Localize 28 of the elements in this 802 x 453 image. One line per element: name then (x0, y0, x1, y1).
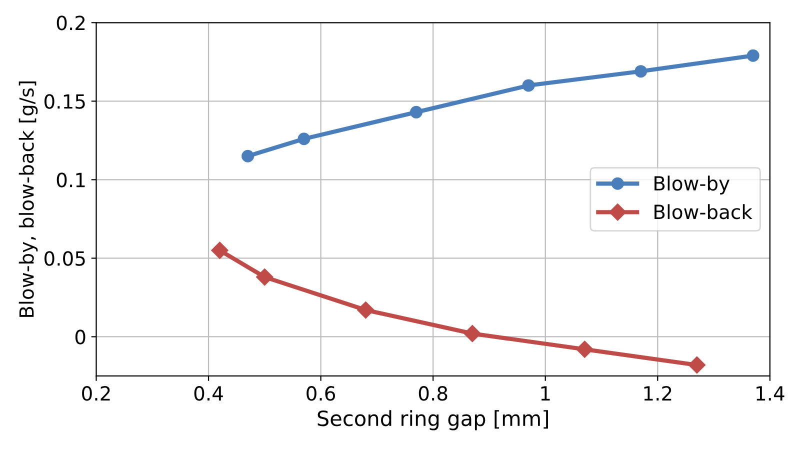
point (242, 150, 254, 162)
point (357, 301, 374, 319)
point (634, 65, 648, 78)
x-tick-label: 1.4 (756, 386, 784, 400)
y-tick-label: 0.2 (56, 16, 85, 30)
point (522, 79, 535, 92)
y-axis-title: Blow-by, blow-back [g/s] (18, 82, 38, 317)
x-tick-label: 0.4 (194, 386, 223, 401)
x-tick-label: 0.6 (306, 386, 336, 401)
point (746, 49, 760, 62)
x-tick-label: 1.2 (644, 386, 672, 400)
legend-label: Blow-by (654, 176, 730, 194)
legend-label: Blow-back (654, 204, 752, 220)
point (688, 356, 706, 374)
point (464, 325, 481, 342)
y-tick-label: 0.15 (44, 94, 85, 109)
point (211, 242, 228, 259)
point (576, 340, 594, 358)
x-axis-title: Second ring gap [mm] (318, 410, 548, 430)
y-tick-label: 0.05 (44, 251, 85, 266)
x-tick-label: 0.8 (418, 386, 448, 401)
point (256, 268, 274, 286)
point (298, 132, 310, 146)
point (410, 106, 422, 118)
y-tick-label: 0 (75, 330, 86, 344)
x-tick-label: 1 (541, 386, 550, 400)
y-tick-label: 0.1 (56, 172, 85, 188)
x-tick-label: 0.2 (82, 386, 110, 401)
